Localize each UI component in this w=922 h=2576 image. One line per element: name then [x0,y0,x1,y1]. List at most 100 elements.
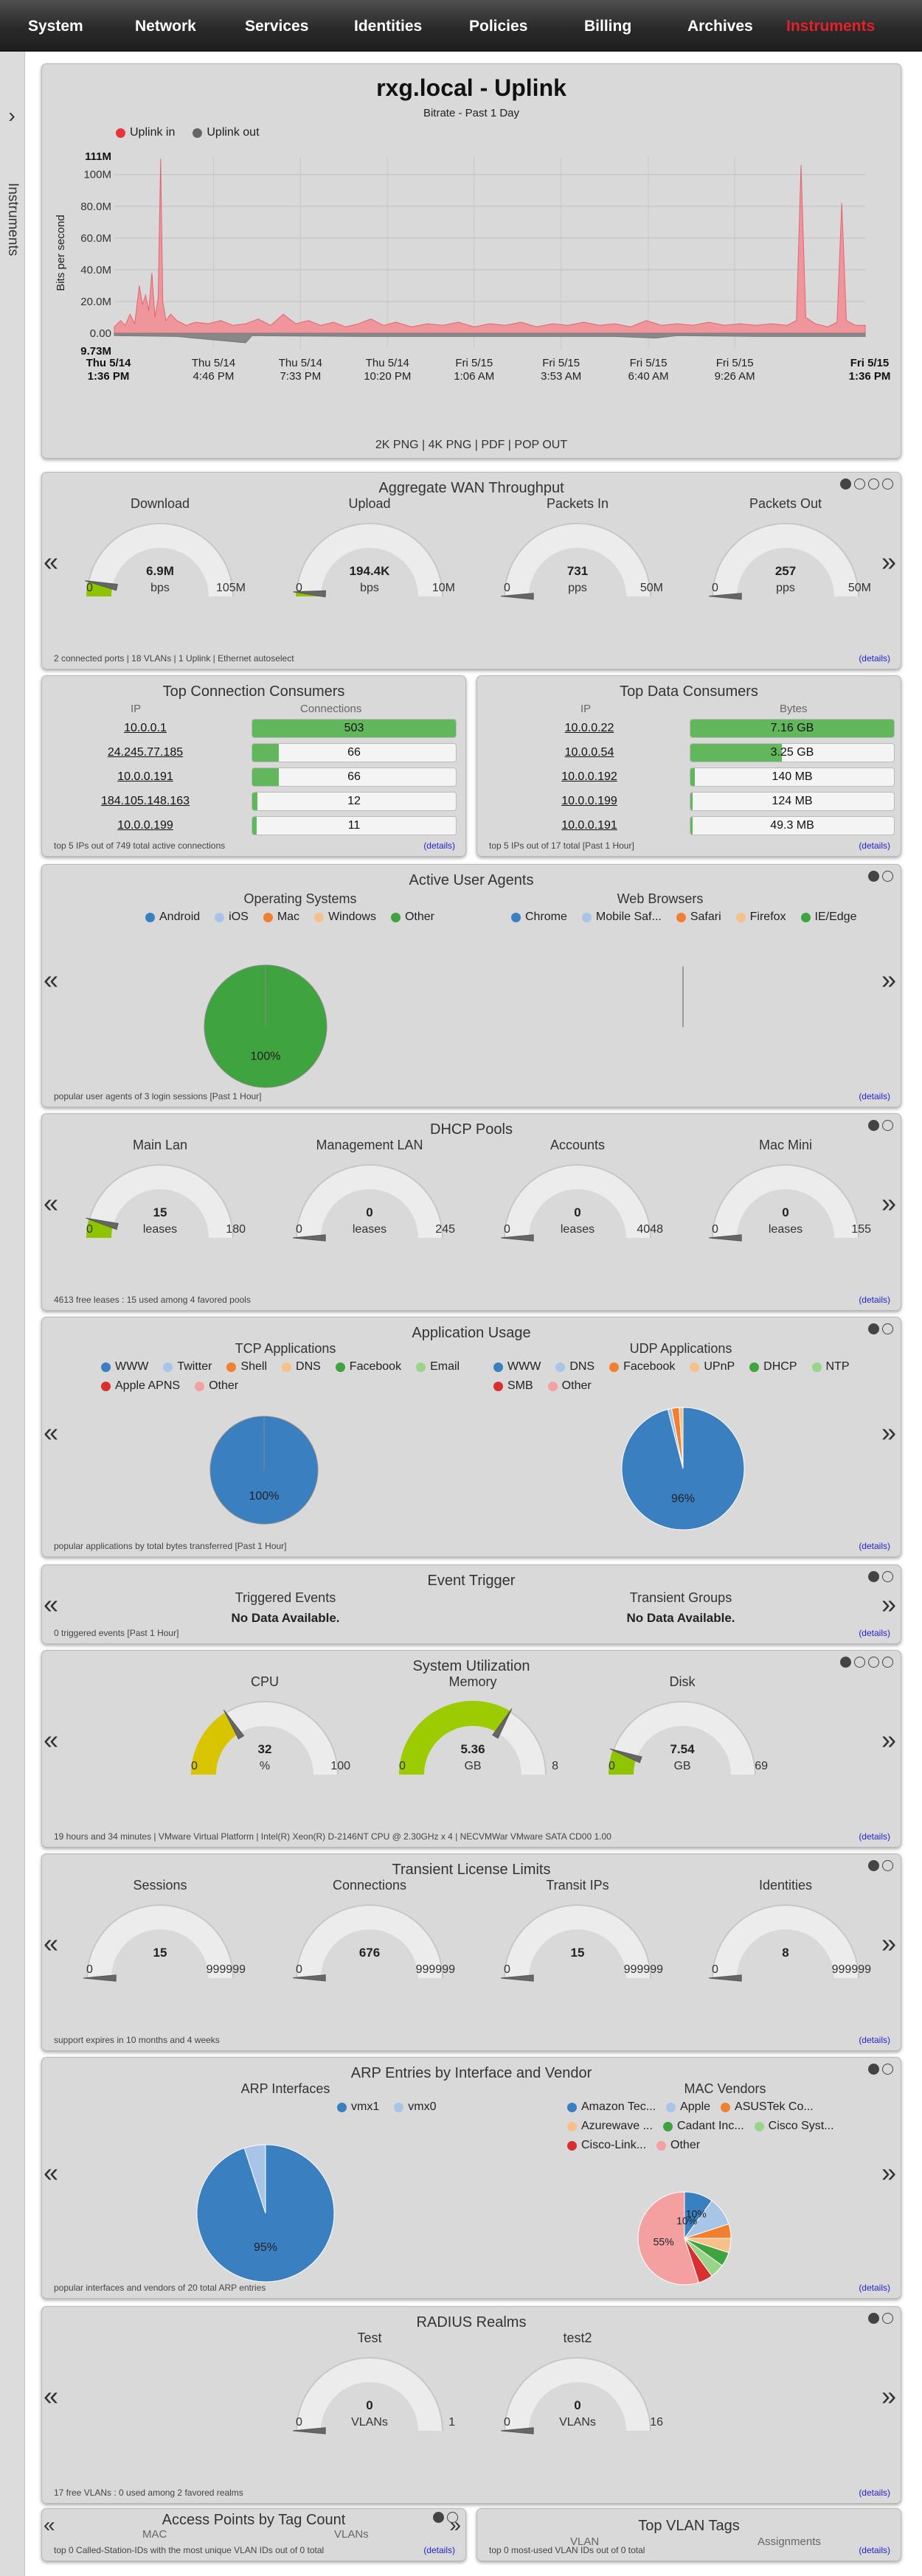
legend-item[interactable]: Other [390,911,434,924]
agents-details-link[interactable]: (details) [859,1091,890,1101]
event-details-link[interactable]: (details) [859,1628,890,1638]
legend-item[interactable]: Other [656,2139,700,2152]
pager-dot[interactable] [882,1657,893,1668]
pager-dot[interactable] [868,1571,879,1582]
series-uplink-in-area[interactable] [114,159,866,334]
pager-dot[interactable] [854,478,865,490]
legend-item[interactable]: DHCP [749,1360,797,1374]
sysutil-prev-icon[interactable]: « [44,1724,59,1755]
legend-item[interactable]: Cisco-Link... [567,2139,646,2152]
legend-item[interactable]: Twitter [163,1360,212,1374]
pager-dot[interactable] [868,1120,879,1131]
nav-network[interactable]: Network [135,18,196,35]
pager-dot[interactable] [882,2313,893,2324]
legend-item[interactable]: iOS [215,911,249,924]
pager-dot[interactable] [882,478,893,490]
license-prev-icon[interactable]: « [44,1928,59,1958]
nav-archives[interactable]: Archives [687,18,753,35]
table-ip-link[interactable]: 10.0.0.54 [564,746,614,759]
pager-dot[interactable] [840,1657,851,1668]
legend-item[interactable]: DNS [555,1360,595,1374]
uplink-export-links[interactable]: 2K PNG | 4K PNG | PDF | POP OUT [375,439,568,451]
legend-item[interactable]: Email [416,1360,460,1374]
agents-next-icon[interactable]: » [881,964,896,995]
legend-item[interactable]: DNS [282,1360,321,1374]
ap-details-link[interactable]: (details) [423,2545,455,2555]
legend-item[interactable]: WWW [493,1360,541,1374]
sysutil-details-link[interactable]: (details) [859,1831,890,1842]
apps-next-icon[interactable]: » [881,1417,896,1447]
pager-dot[interactable] [868,1657,879,1668]
legend-item[interactable]: SMB [493,1379,533,1393]
ap-prev-icon[interactable]: « [44,2513,55,2536]
pager-dot[interactable] [840,478,851,490]
table-ip-link[interactable]: 10.0.0.192 [561,770,617,783]
pager-dot[interactable] [882,1860,893,1871]
legend-item[interactable]: Windows [314,911,376,924]
legend-item[interactable]: UPnP [690,1360,735,1374]
pager-dot[interactable] [868,2313,879,2324]
pager-dot[interactable] [447,2512,458,2523]
legend-item[interactable]: Facebook [609,1360,675,1374]
legend-item[interactable]: WWW [101,1360,148,1374]
table-ip-link[interactable]: 10.0.0.191 [117,770,173,783]
legend-item[interactable]: Apple [666,2100,710,2114]
pager-dot[interactable] [882,2064,893,2075]
arp-prev-icon[interactable]: « [44,2157,59,2187]
pie-slice[interactable] [243,2144,266,2214]
wan-next-icon[interactable]: » [881,546,896,577]
nav-billing[interactable]: Billing [584,18,632,35]
legend-item[interactable]: IE/Edge [800,911,856,924]
license-next-icon[interactable]: » [881,1928,896,1958]
dhcp-next-icon[interactable]: » [881,1188,896,1218]
series-uplink-out-area[interactable] [114,333,866,344]
dhcp-details-link[interactable]: (details) [859,1295,890,1305]
apps-prev-icon[interactable]: « [44,1417,59,1447]
table-ip-link[interactable]: 24.245.77.185 [107,746,184,759]
pager-dot[interactable] [882,1120,893,1131]
wan-details-link[interactable]: (details) [859,653,890,664]
event-next-icon[interactable]: » [881,1589,896,1619]
nav-services[interactable]: Services [245,18,309,35]
sysutil-next-icon[interactable]: » [881,1724,896,1755]
pager-dot[interactable] [882,1571,893,1582]
legend-item[interactable]: Amazon Tec... [567,2100,656,2114]
legend-item[interactable]: ASUSTek Co... [721,2100,814,2114]
legend-item[interactable]: NTP [811,1360,850,1374]
pager-dot[interactable] [882,1323,893,1334]
legend-item[interactable]: Mac [263,911,299,924]
pager-dot[interactable] [868,1860,879,1871]
legend-item[interactable]: Android [145,911,200,924]
pager-dot[interactable] [882,871,893,882]
pager-dot[interactable] [854,1657,865,1668]
legend-item[interactable]: Cisco Syst... [754,2120,834,2133]
nav-instruments[interactable]: Instruments [786,18,876,35]
legend-item[interactable]: Firefox [735,911,786,924]
legend-item[interactable]: Azurewave ... [567,2120,653,2133]
uplink-legend-item[interactable]: Uplink out [193,126,260,139]
legend-item[interactable]: vmx0 [394,2100,436,2114]
license-details-link[interactable]: (details) [859,2035,890,2045]
arp-details-link[interactable]: (details) [859,2283,890,2293]
event-prev-icon[interactable]: « [44,1589,59,1619]
radius-next-icon[interactable]: » [881,2381,896,2411]
arp-next-icon[interactable]: » [881,2157,896,2187]
radius-prev-icon[interactable]: « [44,2381,59,2411]
table-ip-link[interactable]: 10.0.0.199 [561,795,617,807]
pager-dot[interactable] [868,871,879,882]
legend-item[interactable]: Other [547,1379,592,1393]
table-ip-link[interactable]: 184.105.148.163 [100,795,190,807]
table-ip-link[interactable]: 10.0.0.22 [564,722,614,734]
legend-item[interactable]: Shell [226,1360,267,1374]
legend-item[interactable]: Cadant Inc... [662,2120,744,2133]
table-ip-link[interactable]: 10.0.0.199 [117,819,173,832]
nav-identities[interactable]: Identities [354,18,423,35]
agents-prev-icon[interactable]: « [44,964,59,995]
conn-details-link[interactable]: (details) [423,840,455,851]
vlan-details-link[interactable]: (details) [859,2545,890,2555]
legend-item[interactable]: Facebook [335,1360,401,1374]
table-ip-link[interactable]: 10.0.0.1 [124,722,167,734]
table-ip-link[interactable]: 10.0.0.191 [561,819,617,832]
legend-item[interactable]: Chrome [511,911,567,924]
pie-slice[interactable] [679,1407,684,1469]
